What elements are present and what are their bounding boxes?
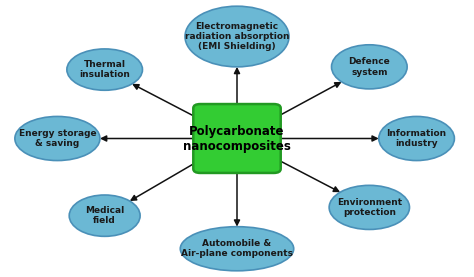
Ellipse shape: [185, 6, 289, 67]
Text: Defence
system: Defence system: [348, 57, 390, 76]
Ellipse shape: [331, 45, 407, 89]
Ellipse shape: [180, 227, 294, 271]
Text: Electromagnetic
radiation absorption
(EMI Shielding): Electromagnetic radiation absorption (EM…: [185, 22, 289, 52]
Text: Information
industry: Information industry: [386, 129, 447, 148]
Ellipse shape: [69, 195, 140, 236]
Text: Thermal
insulation: Thermal insulation: [79, 60, 130, 79]
Text: Polycarbonate
nanocomposites: Polycarbonate nanocomposites: [183, 124, 291, 153]
Text: Energy storage
& saving: Energy storage & saving: [18, 129, 96, 148]
Text: Environment
protection: Environment protection: [337, 198, 402, 217]
Ellipse shape: [15, 116, 100, 161]
Text: Medical
field: Medical field: [85, 206, 124, 225]
FancyBboxPatch shape: [193, 104, 281, 173]
Ellipse shape: [379, 116, 455, 161]
Ellipse shape: [329, 185, 410, 229]
Text: Automobile &
Air-plane components: Automobile & Air-plane components: [181, 239, 293, 258]
Ellipse shape: [67, 49, 143, 90]
